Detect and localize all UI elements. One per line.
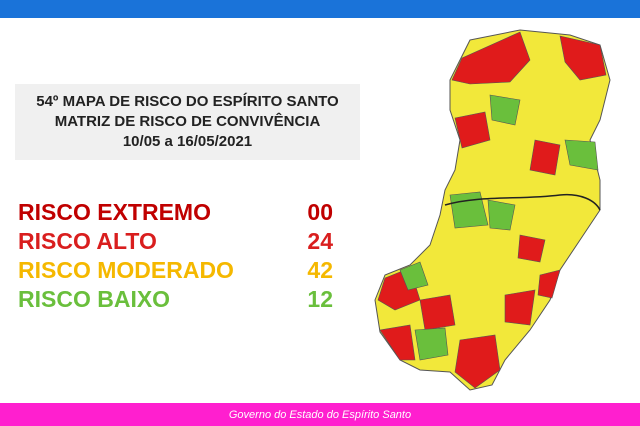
risk-row: RISCO EXTREMO 00 bbox=[18, 198, 333, 227]
risk-row: RISCO ALTO 24 bbox=[18, 227, 333, 256]
municipality bbox=[529, 139, 561, 176]
municipality bbox=[537, 269, 561, 299]
risk-count: 24 bbox=[307, 228, 333, 254]
municipality bbox=[517, 234, 546, 263]
municipality bbox=[419, 294, 456, 331]
footer-bar: Governo do Estado do Espírito Santo bbox=[0, 403, 640, 426]
municipality bbox=[379, 324, 416, 361]
municipality bbox=[399, 261, 429, 291]
risk-row: RISCO MODERADO 42 bbox=[18, 256, 333, 285]
municipality bbox=[564, 139, 599, 171]
municipality bbox=[454, 111, 491, 149]
title-line: 10/05 a 16/05/2021 bbox=[122, 133, 253, 150]
risk-label: RISCO BAIXO bbox=[18, 286, 171, 312]
risk-count: 00 bbox=[307, 199, 333, 225]
footer-text: Governo do Estado do Espírito Santo bbox=[228, 408, 412, 421]
municipality bbox=[454, 334, 501, 389]
municipality bbox=[489, 94, 521, 126]
municipality bbox=[487, 199, 516, 231]
risk-label: RISCO EXTREMO bbox=[18, 199, 211, 225]
municipalities bbox=[377, 31, 607, 389]
municipality bbox=[451, 31, 531, 85]
river bbox=[444, 193, 601, 211]
map bbox=[374, 29, 611, 391]
risk-row: RISCO BAIXO 12 bbox=[18, 285, 333, 314]
risk-label: RISCO ALTO bbox=[18, 228, 157, 254]
municipality bbox=[414, 327, 449, 361]
title-line: MATRIZ DE RISCO DE CONVIVÊNCIA bbox=[54, 113, 321, 130]
risk-count: 12 bbox=[307, 286, 333, 312]
municipality bbox=[504, 289, 536, 326]
risk-list: RISCO EXTREMO 00 RISCO ALTO 24 RISCO MODERAD… bbox=[18, 198, 333, 314]
risk-label: RISCO MODERADO bbox=[18, 257, 234, 283]
title-box: 54º MAPA DE RISCO DO ESPÍRITO SANTO MATR… bbox=[15, 84, 360, 160]
title-line: 54º MAPA DE RISCO DO ESPÍRITO SANTO bbox=[36, 93, 339, 110]
municipality bbox=[559, 35, 607, 81]
risk-count: 42 bbox=[307, 257, 333, 283]
top-bar bbox=[0, 0, 640, 18]
